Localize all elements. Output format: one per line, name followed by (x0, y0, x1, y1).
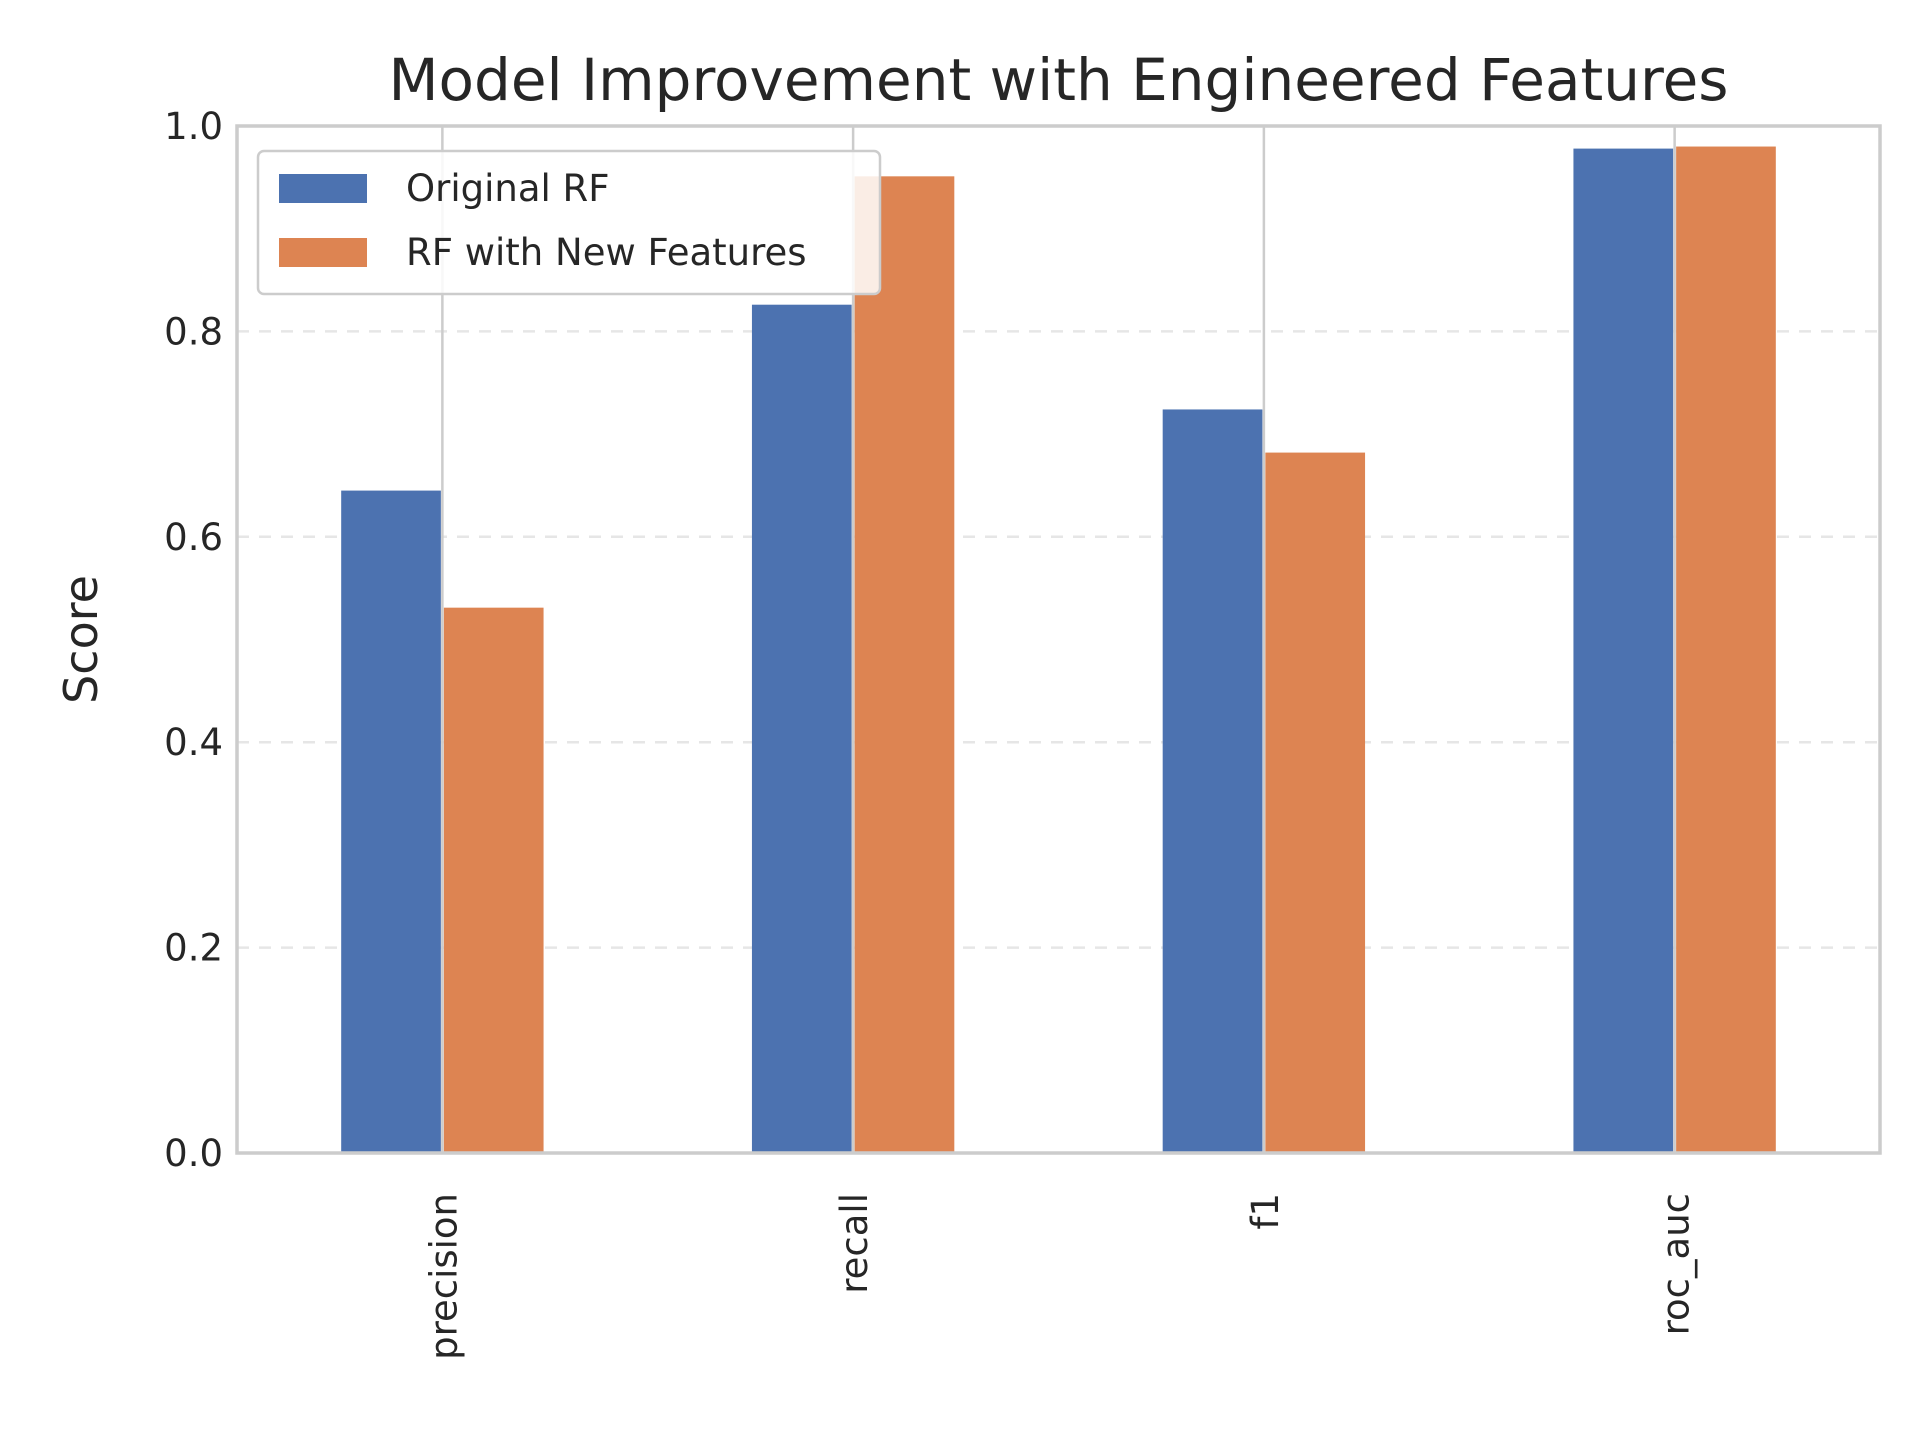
bar-original-rf-roc-auc (1573, 148, 1674, 1153)
bars-layer (341, 146, 1776, 1154)
x-tick-label: precision (422, 1193, 465, 1360)
legend-label: RF with New Features (406, 231, 807, 274)
y-tick-label: 0.6 (164, 516, 223, 559)
axes-frame (235, 124, 1882, 1155)
x-tick-label: roc_auc (1655, 1193, 1698, 1335)
legend: Original RF RF with New Features (256, 149, 882, 296)
y-tick-label: 0.0 (164, 1132, 223, 1175)
y-tick-label: 0.2 (164, 927, 223, 970)
y-axis-label: Score (54, 575, 108, 704)
tick-labels: 0.0 0.2 0.4 0.6 0.8 1.0 precision recall f1 roc_a… (164, 105, 1697, 1360)
y-tick-label: 1.0 (164, 105, 223, 148)
bar-original-rf-f1 (1162, 409, 1263, 1153)
legend-box (256, 149, 882, 296)
x-tick-label: f1 (1244, 1193, 1287, 1230)
legend-label: Original RF (406, 167, 610, 210)
bar-rf-with-new-features-f1 (1265, 452, 1366, 1153)
chart-title: Model Improvement with Engineered Featur… (388, 46, 1728, 114)
legend-swatch (279, 238, 367, 267)
bar-rf-with-new-features-recall (854, 176, 955, 1153)
bar-original-rf-precision (341, 490, 441, 1154)
y-tick-label: 0.4 (164, 721, 223, 764)
bar-rf-with-new-features-precision (443, 607, 544, 1153)
legend-swatch (279, 174, 367, 203)
y-tick-label: 0.8 (164, 310, 223, 353)
x-tick-label: recall (833, 1193, 876, 1294)
bar-rf-with-new-features-roc-auc (1676, 146, 1776, 1154)
bar-original-rf-recall (751, 304, 852, 1153)
